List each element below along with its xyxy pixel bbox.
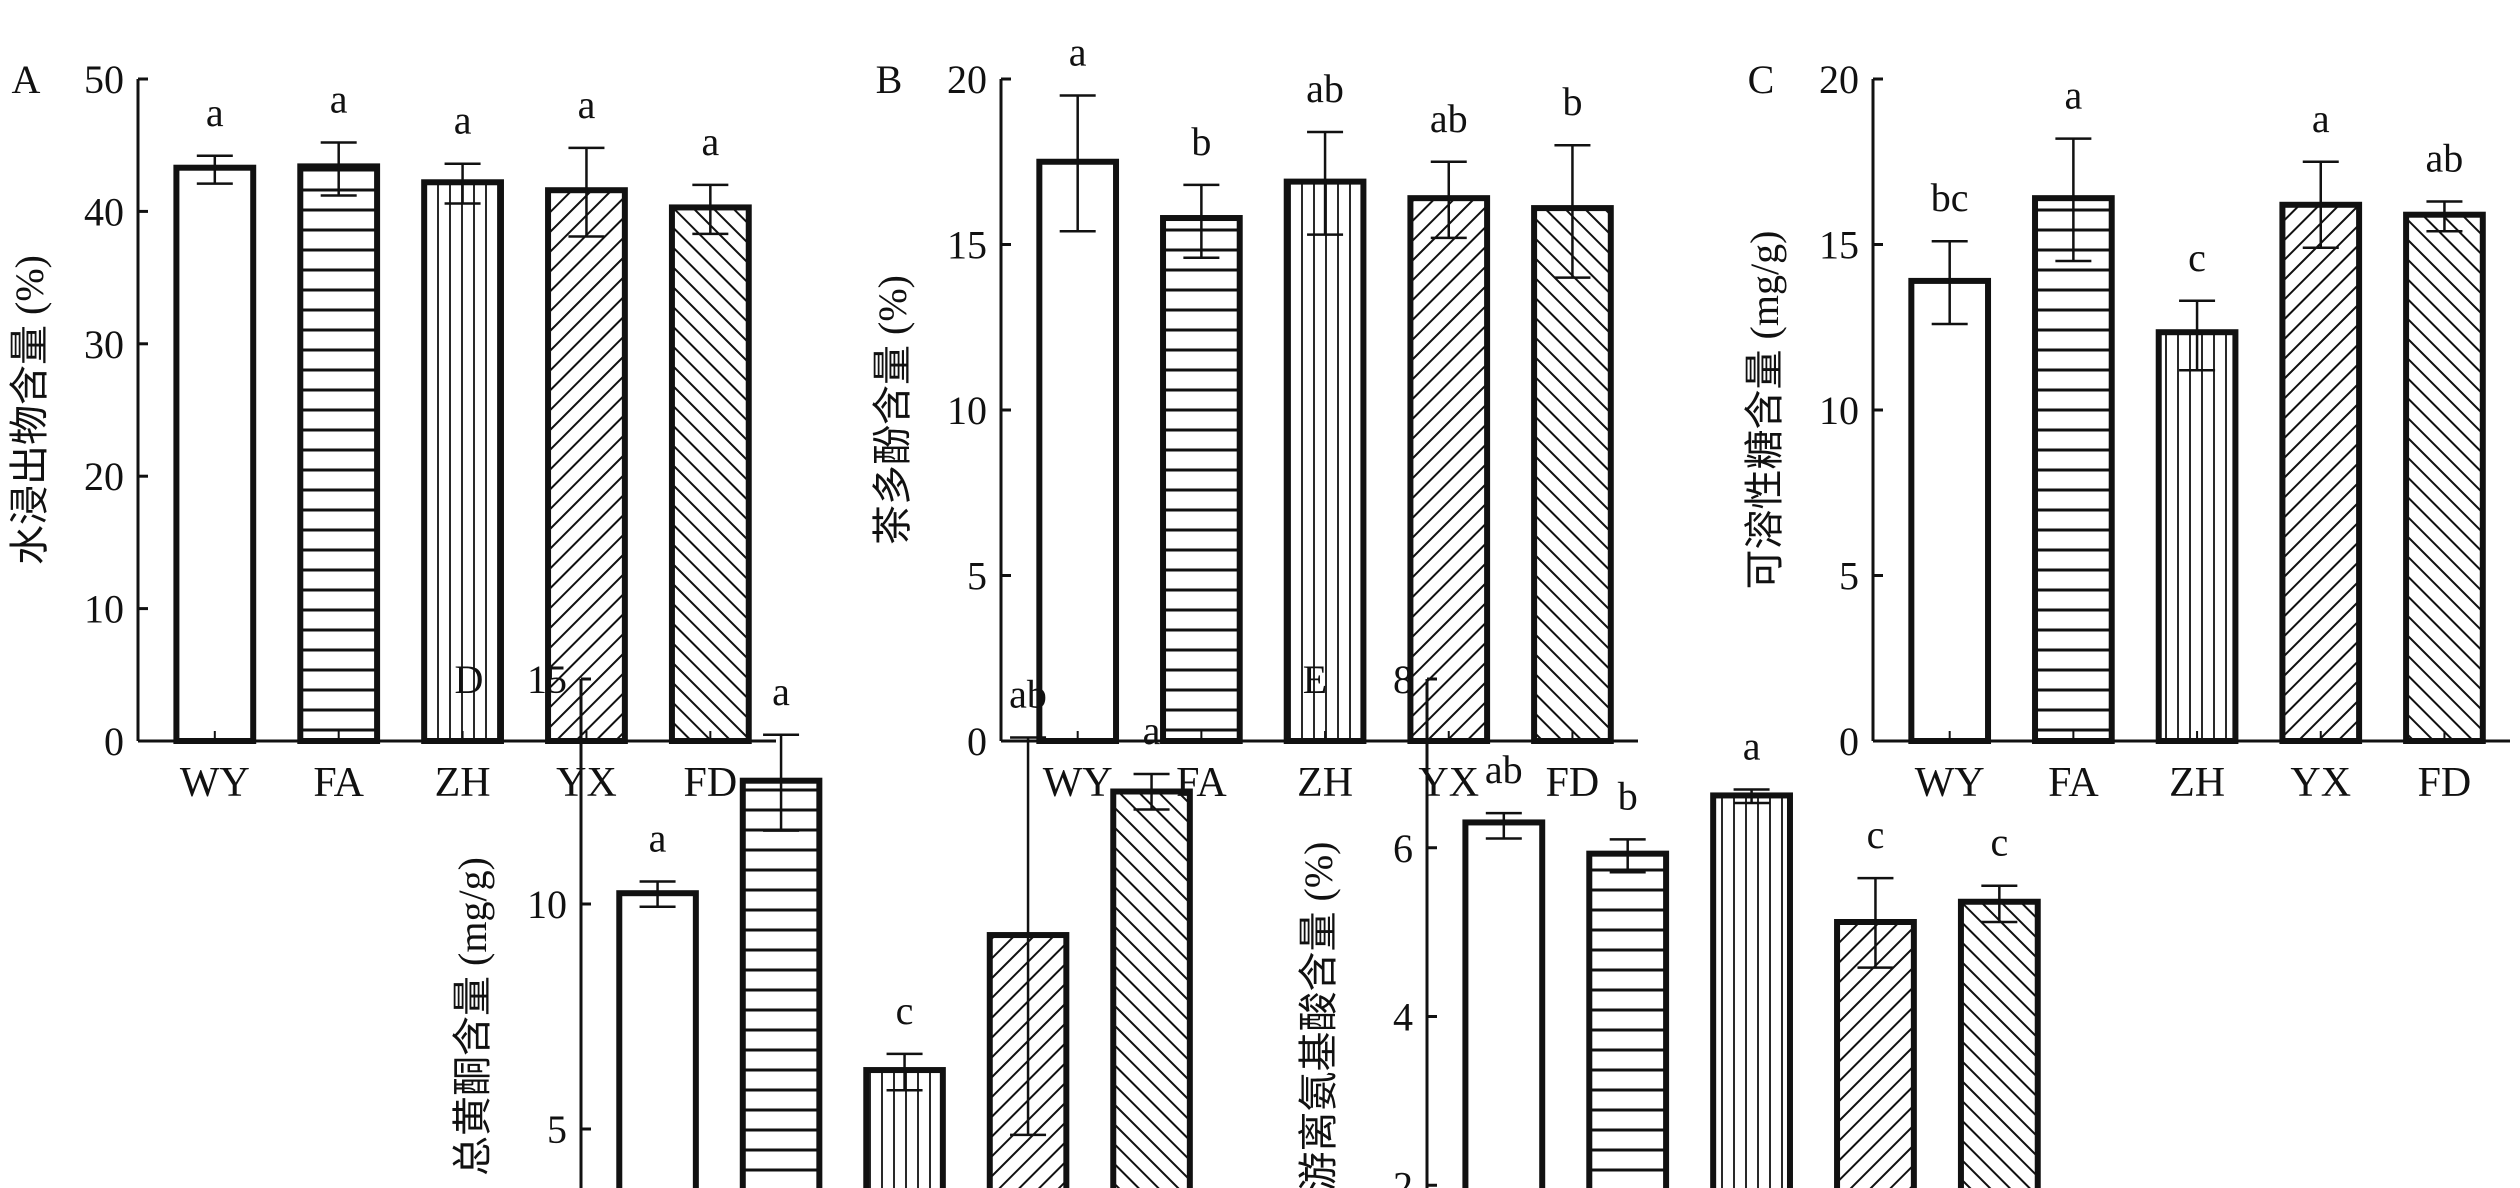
y-tick-label: 15	[1819, 223, 1859, 268]
bar-fa	[2032, 195, 2115, 745]
y-tick-label: 20	[1819, 57, 1859, 102]
y-tick-label: 15	[947, 223, 987, 268]
y-tick-label: 10	[527, 882, 567, 927]
y-tick-label: 5	[967, 554, 987, 599]
panel-e: E02468游离氨基酸含量 (%)abWYbFAaZHcYXcFD	[1296, 657, 2041, 1188]
bar-fd	[1531, 205, 1614, 744]
significance-label: ab	[1009, 672, 1047, 717]
significance-label: ab	[1430, 96, 1468, 141]
x-tick-label: ZH	[1297, 760, 1353, 806]
panel-letter: E	[1303, 657, 1327, 702]
bar-fa	[1586, 850, 1670, 1188]
bar-yx	[545, 187, 628, 744]
panel-c: C 0 5 10 15 20 可溶性糖含量 (mg/g) bc WY a FA c ZH a YX ab FD	[1742, 57, 2510, 806]
x-tick-label: FA	[2048, 760, 2099, 806]
bar-fa	[1160, 215, 1243, 744]
y-tick-label: 4	[1393, 995, 1413, 1040]
x-tick-label: FD	[2418, 760, 2472, 806]
panel-letter: C	[1748, 57, 1775, 102]
y-axis-label: 可溶性糖含量 (mg/g)	[1742, 231, 1787, 590]
x-tick-label: WY	[1915, 760, 1985, 806]
y-axis-label: 总黄酮含量 (mg/g)	[450, 857, 495, 1176]
panel-letter: B	[876, 57, 903, 102]
x-tick-label: ZH	[435, 760, 491, 806]
bar-fa	[739, 777, 823, 1188]
bar-wy	[1036, 158, 1120, 744]
significance-label: a	[578, 82, 596, 127]
y-tick-label: 15	[527, 657, 567, 702]
significance-label: a	[772, 669, 790, 714]
y-axis-label: 游离氨基酸含量 (%)	[1296, 842, 1341, 1188]
significance-label: b	[1618, 773, 1638, 818]
bar-yx	[1407, 195, 1491, 745]
significance-label: c	[1867, 812, 1885, 857]
significance-label: c	[2188, 235, 2206, 280]
y-tick-label: 40	[84, 189, 124, 234]
significance-label: ab	[1306, 66, 1344, 111]
bar-zh	[2155, 329, 2239, 744]
significance-label: a	[1069, 30, 1087, 75]
x-tick-label: YX	[556, 760, 617, 806]
significance-label: a	[2064, 73, 2082, 118]
x-tick-label: WY	[180, 760, 250, 806]
bar-wy	[173, 164, 257, 744]
y-axis-label: 水浸出物含量 (%)	[7, 255, 52, 565]
bar-fd	[1110, 788, 1193, 1188]
y-tick-label: 8	[1393, 657, 1413, 702]
bar-fd	[668, 204, 752, 745]
y-tick-label: 10	[1819, 388, 1859, 433]
significance-label: ab	[2426, 135, 2464, 180]
bar-wy	[616, 890, 699, 1188]
significance-label: bc	[1931, 175, 1969, 220]
bar-wy	[1908, 277, 1992, 744]
bar-fd	[1957, 898, 2041, 1188]
y-tick-label: 0	[967, 719, 987, 764]
significance-label: a	[1143, 708, 1161, 753]
y-tick-label: 5	[1839, 554, 1859, 599]
significance-label: a	[330, 77, 348, 122]
significance-label: ab	[1485, 747, 1523, 792]
significance-label: b	[1562, 79, 1582, 124]
panel-letter: D	[455, 657, 484, 702]
panel-d: D051015总黄酮含量 (mg/g)aWYaFAcZHabYXaFD	[450, 657, 1193, 1188]
x-tick-label: YX	[2290, 760, 2351, 806]
significance-label: b	[1191, 119, 1211, 164]
y-tick-label: 0	[104, 719, 124, 764]
bar-zh	[1710, 792, 1793, 1188]
y-tick-label: 5	[547, 1107, 567, 1152]
y-tick-label: 20	[947, 57, 987, 102]
x-tick-label: FA	[313, 760, 364, 806]
significance-label: a	[454, 98, 472, 143]
y-tick-label: 20	[84, 454, 124, 499]
y-tick-label: 10	[947, 388, 987, 433]
y-tick-label: 2	[1393, 1163, 1413, 1188]
panel-a: A 0 10 20 30 40 50 水浸出物含量 (%) a WY a FA a ZH a YX a FD	[7, 57, 776, 806]
significance-label: c	[896, 988, 914, 1033]
significance-label: c	[1990, 820, 2008, 865]
significance-label: a	[2312, 96, 2330, 141]
y-tick-label: 30	[84, 322, 124, 367]
panel-letter: A	[12, 57, 41, 102]
bar-zh	[1283, 178, 1367, 745]
y-axis-label: 茶多酚含量 (%)	[870, 275, 915, 545]
x-tick-label: ZH	[2169, 760, 2225, 806]
bar-yx	[2279, 201, 2363, 744]
significance-label: a	[1743, 724, 1761, 769]
y-tick-label: 6	[1393, 826, 1413, 871]
bar-fa	[297, 163, 381, 745]
x-tick-label: FD	[683, 760, 737, 806]
significance-label: a	[649, 816, 667, 861]
y-tick-label: 50	[84, 57, 124, 102]
significance-label: a	[701, 119, 719, 164]
bar-wy	[1462, 819, 1546, 1188]
y-tick-label: 10	[84, 587, 124, 632]
y-tick-label: 0	[1839, 719, 1859, 764]
x-tick-label: YX	[1418, 760, 1479, 806]
x-tick-label: FD	[1546, 760, 1600, 806]
x-tick-label: WY	[1043, 760, 1113, 806]
bar-fd	[2403, 211, 2486, 744]
significance-label: a	[206, 90, 224, 135]
